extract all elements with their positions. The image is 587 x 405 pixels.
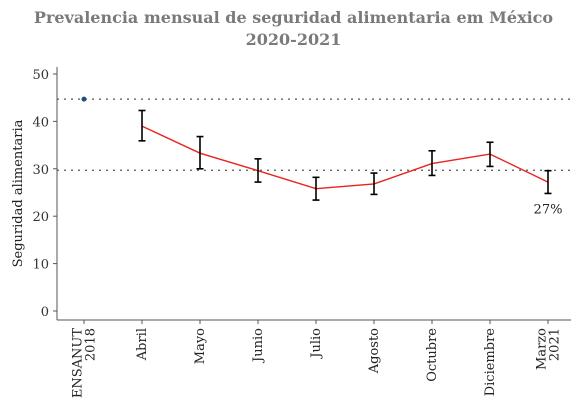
x-tick-label: Junio <box>251 328 266 364</box>
y-tick-label: 20 <box>32 210 49 225</box>
annotation-label: 27% <box>534 202 563 217</box>
x-tick-label: Julio <box>309 328 324 360</box>
x-tick-label: Marzo <box>535 328 550 370</box>
x-tick-label: ENSANUT <box>71 328 86 398</box>
y-tick-label: 50 <box>32 68 49 83</box>
x-tick-label: Agosto <box>367 328 382 374</box>
chart-title: Prevalencia mensual de seguridad aliment… <box>33 8 554 27</box>
x-tick-label: Diciembre <box>483 328 498 397</box>
y-tick-label: 0 <box>41 305 49 320</box>
series-line <box>141 125 549 190</box>
reference-point <box>81 96 87 102</box>
x-tick-label: Octubre <box>425 328 440 382</box>
chart-subtitle: 2020-2021 <box>245 30 342 49</box>
x-tick-label: Abril <box>135 328 150 361</box>
y-tick-label: 30 <box>32 163 49 178</box>
y-tick-label: 10 <box>32 258 49 273</box>
y-tick-label: 40 <box>32 115 49 130</box>
x-tick-label: 2021 <box>548 328 563 361</box>
x-tick-label: 2018 <box>84 328 99 361</box>
y-axis-label: Seguridad alimentaria <box>11 119 26 267</box>
x-tick-label: Mayo <box>193 328 208 364</box>
